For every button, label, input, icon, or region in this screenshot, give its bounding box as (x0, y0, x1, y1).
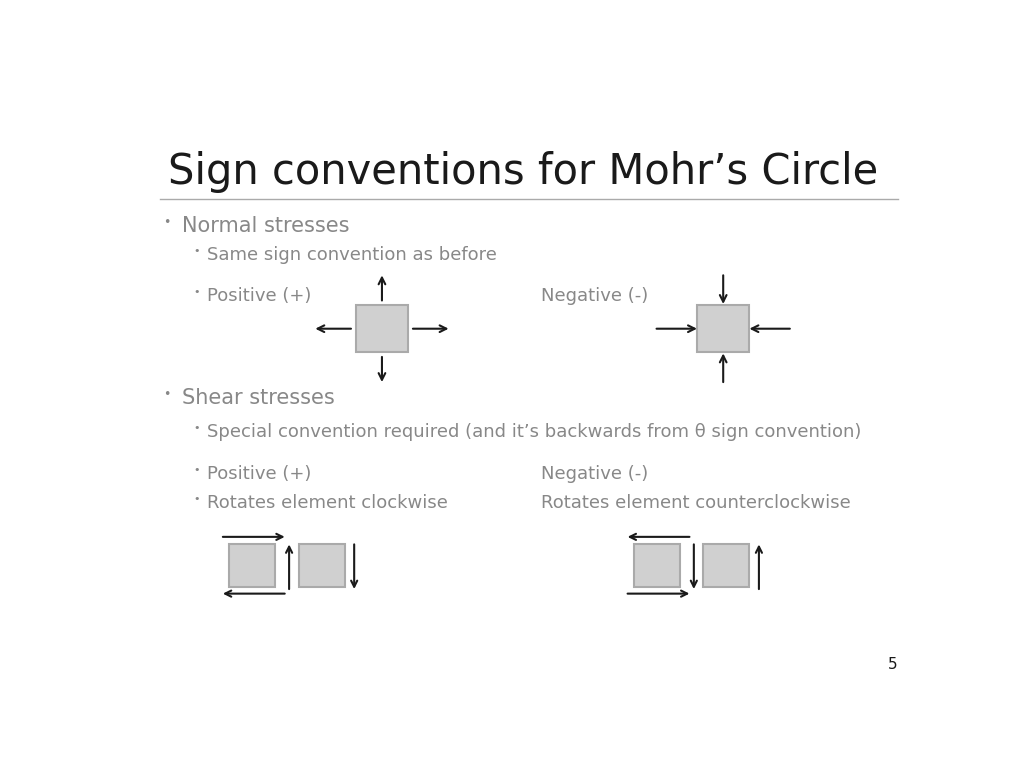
Text: Negative (-): Negative (-) (541, 287, 648, 306)
Bar (634, 544, 680, 587)
Text: Same sign convention as before: Same sign convention as before (207, 246, 498, 264)
Bar (356, 305, 408, 353)
Text: Shear stresses: Shear stresses (182, 388, 335, 408)
Text: •: • (163, 388, 170, 401)
Text: Sign conventions for Mohr’s Circle: Sign conventions for Mohr’s Circle (168, 151, 878, 194)
Bar (299, 544, 345, 587)
Bar (697, 305, 749, 353)
Text: •: • (194, 287, 200, 297)
Text: Rotates element counterclockwise: Rotates element counterclockwise (541, 495, 850, 512)
Text: •: • (194, 495, 200, 505)
Text: Special convention required (and it’s backwards from θ sign convention): Special convention required (and it’s ba… (207, 423, 862, 442)
Text: Positive (+): Positive (+) (207, 465, 311, 483)
Text: Negative (-): Negative (-) (541, 465, 648, 483)
Bar (228, 544, 274, 587)
Text: •: • (163, 217, 170, 230)
Text: Positive (+): Positive (+) (207, 287, 311, 306)
Text: Normal stresses: Normal stresses (182, 217, 349, 237)
Text: 5: 5 (888, 657, 898, 672)
Text: •: • (194, 246, 200, 256)
Text: •: • (194, 465, 200, 475)
Text: •: • (194, 423, 200, 433)
Bar (703, 544, 750, 587)
Text: Rotates element clockwise: Rotates element clockwise (207, 495, 449, 512)
